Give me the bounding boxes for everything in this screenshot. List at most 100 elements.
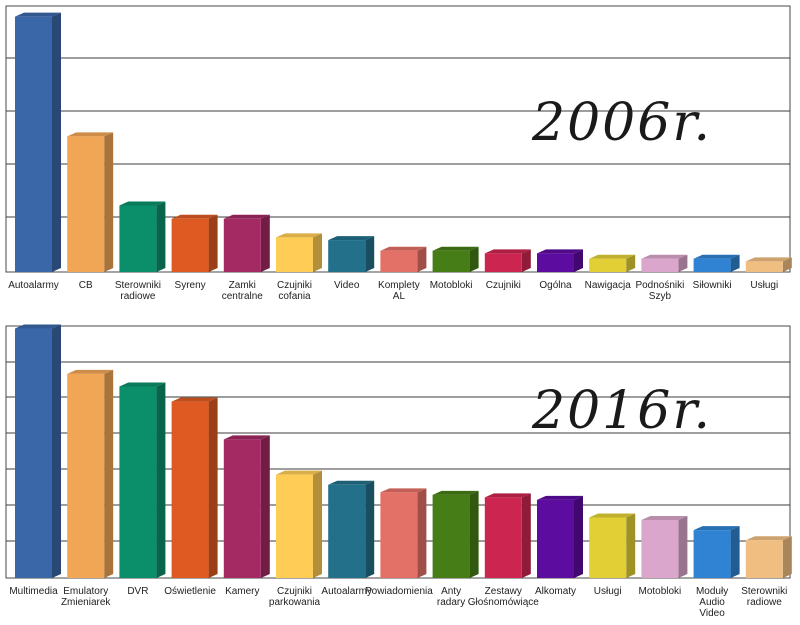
tick-label-line: Siłowniki bbox=[693, 280, 732, 291]
bar-top bbox=[484, 493, 531, 498]
tick-label-2006-8: Komplety AL bbox=[378, 280, 420, 302]
tick-label-line: Video bbox=[699, 608, 725, 619]
bar-front bbox=[119, 386, 157, 578]
tick-label-line: Autoalarmy bbox=[8, 280, 59, 291]
bar-side bbox=[365, 480, 375, 578]
bar-front bbox=[67, 373, 105, 578]
tick-label-line: Sterowniki bbox=[115, 280, 161, 291]
bar-2006-15 bbox=[745, 257, 792, 272]
chart-2006: Autoalarmy CB Sterowniki radiowe Syreny Zamki… bbox=[5, 5, 792, 302]
tick-label-2006-3: Sterowniki radiowe bbox=[115, 280, 161, 302]
bar-front bbox=[171, 401, 209, 578]
bar-2016-6 bbox=[276, 470, 322, 578]
bar-top bbox=[745, 257, 792, 262]
tick-label-line: Ogólna bbox=[539, 280, 572, 291]
bar-top bbox=[328, 236, 375, 241]
tick-label-2016-8: Powiadomienia bbox=[365, 586, 433, 597]
tick-label-2016-5: Kamery bbox=[225, 586, 259, 597]
bar-2006-10 bbox=[484, 249, 531, 272]
bar-front bbox=[67, 136, 105, 272]
bar-front bbox=[171, 218, 209, 272]
bar-top bbox=[276, 233, 322, 238]
bar-front bbox=[223, 439, 261, 578]
bar-2006-6 bbox=[276, 233, 322, 272]
tick-label-line: Czujniki bbox=[277, 586, 312, 597]
tick-label-2006-11: Ogólna bbox=[539, 280, 572, 291]
tick-label-line: Multimedia bbox=[9, 586, 58, 597]
bar-front bbox=[15, 16, 52, 272]
tick-label-2016-13: Motobloki bbox=[638, 586, 681, 597]
bar-side bbox=[417, 246, 427, 272]
bar-2006-12 bbox=[589, 254, 636, 272]
tick-label-line: Zamki bbox=[229, 280, 256, 291]
tick-label-line: Anty bbox=[441, 586, 461, 597]
tick-label-line: Zmieniarek bbox=[61, 597, 111, 608]
bar-top bbox=[67, 132, 114, 137]
bar-side bbox=[626, 513, 636, 578]
tick-label-2006-5: Zamki centralne bbox=[222, 280, 264, 302]
plot-area-2006: Autoalarmy CB Sterowniki radiowe Syreny Zamki… bbox=[5, 5, 792, 302]
tick-label-line: Czujniki bbox=[486, 280, 521, 291]
bar-top bbox=[537, 495, 583, 500]
bar-2006-8 bbox=[380, 246, 427, 272]
bar-2016-8 bbox=[380, 488, 427, 578]
tick-label-line: Sterowniki bbox=[741, 586, 787, 597]
bar-2016-1 bbox=[15, 324, 61, 578]
bar-side bbox=[469, 490, 479, 578]
tick-label-line: Nawigacja bbox=[585, 280, 632, 291]
bar-side bbox=[574, 249, 583, 272]
tick-label-line: radiowe bbox=[747, 597, 782, 608]
tick-label-line: parkowania bbox=[269, 597, 321, 608]
bar-side bbox=[782, 536, 792, 578]
bar-side bbox=[208, 214, 218, 272]
bar-top bbox=[380, 246, 427, 251]
bar-side bbox=[260, 435, 270, 578]
bar-front bbox=[693, 530, 731, 578]
bar-front bbox=[745, 540, 783, 578]
bar-side bbox=[469, 246, 479, 272]
bar-side bbox=[52, 324, 61, 578]
bar-front bbox=[119, 205, 157, 272]
bar-top bbox=[589, 254, 636, 259]
bar-side bbox=[678, 516, 688, 578]
tick-label-line: centralne bbox=[222, 291, 264, 302]
bar-side bbox=[730, 254, 740, 272]
bar-front bbox=[276, 237, 313, 272]
bar-2006-11 bbox=[537, 249, 583, 272]
tick-label-line: Syreny bbox=[175, 280, 206, 291]
tick-label-2006-14: Siłowniki bbox=[693, 280, 732, 291]
bar-front bbox=[589, 258, 627, 272]
bar-top bbox=[641, 254, 688, 259]
bar-top bbox=[589, 513, 636, 518]
bar-front bbox=[276, 474, 313, 578]
bar-2006-7 bbox=[328, 236, 375, 272]
bar-front bbox=[484, 497, 522, 578]
bar-front bbox=[328, 484, 366, 578]
tick-label-line: DVR bbox=[127, 586, 148, 597]
bar-top bbox=[15, 12, 61, 17]
bar-top bbox=[432, 490, 479, 495]
tick-label-line: Głośnomówiące bbox=[468, 597, 540, 608]
tick-label-line: radary bbox=[437, 597, 465, 608]
bar-side bbox=[574, 495, 583, 578]
tick-label-2006-15: Usługi bbox=[750, 280, 778, 291]
tick-label-2006-12: Nawigacja bbox=[585, 280, 632, 291]
bar-side bbox=[104, 369, 114, 578]
chart-title-2006: 2006r. bbox=[531, 93, 712, 153]
bar-front bbox=[641, 520, 679, 578]
bar-side bbox=[521, 493, 531, 578]
bar-2006-2 bbox=[67, 132, 114, 272]
tick-label-2006-1: Autoalarmy bbox=[8, 280, 59, 291]
bar-top bbox=[641, 516, 688, 521]
bar-2006-1 bbox=[15, 12, 61, 272]
tick-label-2016-4: Oświetlenie bbox=[164, 586, 216, 597]
tick-label-line: Komplety bbox=[378, 280, 420, 291]
bar-2016-4 bbox=[171, 397, 218, 578]
tick-label-line: CB bbox=[79, 280, 93, 291]
bar-2016-14 bbox=[693, 526, 740, 578]
bar-side bbox=[104, 132, 114, 272]
tick-label-2006-4: Syreny bbox=[175, 280, 206, 291]
bar-front bbox=[484, 253, 522, 272]
tick-label-line: Video bbox=[334, 280, 360, 291]
